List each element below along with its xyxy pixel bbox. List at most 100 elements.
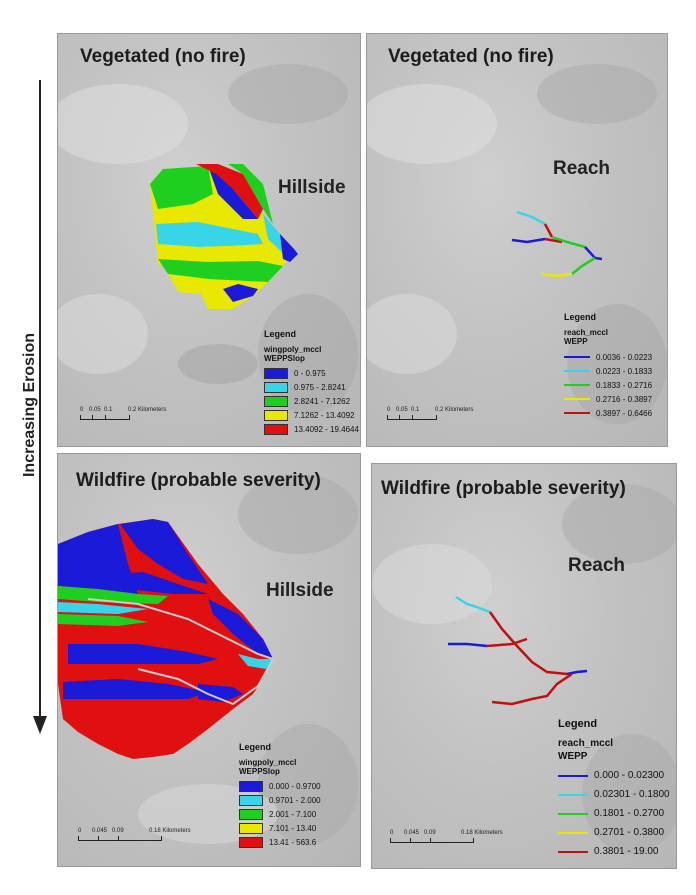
scale-tick-2: 0.1 [104, 407, 113, 413]
legend-item: 2.001 - 7.100 [239, 807, 321, 821]
legend-field: WEPPSlop [264, 354, 305, 363]
scale-bar: 0 0.045 0.09 0.18 Kilometers [390, 830, 503, 843]
legend-title: Legend [564, 312, 597, 322]
panel-title: Vegetated (no fire) [80, 46, 246, 67]
scale-tick-0: 0 [387, 407, 391, 413]
scale-tick-1: 0.05 [396, 407, 408, 413]
map-panel-wildfire-hillside: Wildfire (probable severity) Hillside Le… [57, 453, 361, 867]
map-panel-vegetated-reach: Vegetated (no fire) Reach Legend reach_m… [366, 33, 668, 447]
map-legend: Legend wingpoly_mccl WEPPSlop 0.000 - 0.… [239, 742, 321, 849]
scale-tick-1: 0.05 [89, 407, 101, 413]
panel-label: Reach [553, 158, 611, 179]
legend-item: 0.3801 - 19.00 [558, 842, 670, 861]
legend-line-swatch [558, 812, 588, 815]
panel-title: Wildfire (probable severity) [381, 478, 626, 499]
legend-item-label: 0.1833 - 0.2716 [596, 380, 653, 390]
hillshade-terrain [372, 484, 676, 854]
axis-label-wrapper: Increasing Erosion [4, 300, 56, 510]
legend-item: 0.3897 - 0.6466 [564, 406, 652, 420]
scale-tick-1: 0.045 [404, 830, 420, 836]
legend-item-label: 0.000 - 0.02300 [594, 770, 665, 781]
legend-title: Legend [558, 718, 598, 730]
scale-tick-0: 0 [80, 407, 84, 413]
panel-title: Vegetated (no fire) [388, 46, 554, 67]
legend-line-swatch [564, 412, 590, 414]
down-arrow-icon [33, 80, 47, 734]
hillside-polygons [58, 519, 274, 759]
legend-item: 0.000 - 0.9700 [239, 779, 321, 793]
legend-item-label: 7.1262 - 13.4092 [294, 410, 355, 420]
scale-tick-3: 0.18 Kilometers [149, 828, 191, 834]
legend-color-swatch [264, 395, 288, 407]
legend-item-label: 0.0036 - 0.0223 [596, 352, 653, 362]
legend-item-label: 0.2716 - 0.3897 [596, 394, 653, 404]
legend-line-swatch [564, 356, 590, 358]
scale-tick-2: 0.1 [411, 407, 420, 413]
legend-item: 7.1262 - 13.4092 [264, 408, 359, 422]
legend-color-swatch [239, 794, 263, 806]
legend-field: WEPPSlop [239, 767, 280, 776]
scale-tick-2: 0.09 [112, 828, 124, 834]
legend-item: 13.41 - 563.6 [239, 835, 321, 849]
legend-item-label: 0.9701 - 2.000 [269, 795, 321, 805]
legend-layer: wingpoly_mccl [239, 758, 297, 767]
legend-item-label: 7.101 - 13.40 [269, 823, 317, 833]
legend-title: Legend [239, 742, 272, 752]
hillshade-terrain [367, 64, 667, 424]
map-legend: Legend reach_mccl WEPP 0.0036 - 0.0223 0.… [564, 312, 652, 420]
legend-item: 0.000 - 0.02300 [558, 766, 670, 785]
hillside-polygons [150, 164, 298, 309]
legend-item-label: 0.000 - 0.9700 [269, 781, 321, 791]
legend-item: 13.4092 - 19.4644 [264, 422, 359, 436]
legend-color-swatch [239, 808, 263, 820]
legend-layer: wingpoly_mccl [264, 345, 322, 354]
legend-item-label: 0.975 - 2.8241 [294, 382, 346, 392]
legend-item: 0.1833 - 0.2716 [564, 378, 652, 392]
scale-tick-3: 0.2 Kilometers [128, 407, 167, 413]
legend-color-swatch [264, 423, 288, 435]
legend-item-label: 2.8241 - 7.1262 [294, 396, 351, 406]
legend-field: WEPP [564, 337, 588, 346]
legend-line-swatch [558, 831, 588, 834]
reach-network [511, 210, 603, 278]
legend-item: 0.975 - 2.8241 [264, 380, 359, 394]
panel-title: Wildfire (probable severity) [76, 470, 321, 491]
panel-label: Hillside [266, 580, 334, 601]
legend-item-label: 0.2701 - 0.3800 [594, 827, 665, 838]
scale-tick-0: 0 [78, 828, 82, 834]
legend-items: 0.000 - 0.9700 0.9701 - 2.000 2.001 - 7.10… [239, 779, 321, 849]
panel-label: Hillside [278, 177, 346, 198]
scale-tick-3: 0.2 Kilometers [435, 407, 474, 413]
legend-item-label: 2.001 - 7.100 [269, 809, 317, 819]
legend-line-swatch [558, 793, 588, 796]
reach-network [448, 595, 588, 706]
axis-label: Increasing Erosion [21, 332, 39, 478]
scale-tick-0: 0 [390, 830, 394, 836]
panel-label: Reach [568, 555, 626, 576]
scale-tick-3: 0.18 Kilometers [461, 830, 503, 836]
legend-item-label: 0 - 0.975 [294, 368, 326, 378]
legend-item: 0.1801 - 0.2700 [558, 804, 670, 823]
scale-bar: 0 0.05 0.1 0.2 Kilometers [387, 407, 487, 420]
legend-item: 0.02301 - 0.1800 [558, 785, 670, 804]
legend-color-swatch [239, 836, 263, 848]
legend-line-swatch [558, 850, 588, 853]
legend-color-swatch [264, 381, 288, 393]
legend-item-label: 0.0223 - 0.1833 [596, 366, 653, 376]
legend-item: 0 - 0.975 [264, 366, 359, 380]
legend-item: 0.9701 - 2.000 [239, 793, 321, 807]
map-legend: Legend wingpoly_mccl WEPPSlop 0 - 0.975 0… [264, 329, 359, 436]
legend-item: 0.2716 - 0.3897 [564, 392, 652, 406]
legend-item: 0.2701 - 0.3800 [558, 823, 670, 842]
legend-field: WEPP [558, 751, 588, 762]
map-panel-vegetated-hillside: Vegetated (no fire) Hillside Legend wing… [57, 33, 361, 447]
legend-color-swatch [239, 822, 263, 834]
scale-tick-2: 0.09 [424, 830, 436, 836]
legend-items: 0.000 - 0.02300 0.02301 - 0.1800 0.1801 - … [558, 766, 670, 861]
legend-layer: reach_mccl [558, 738, 614, 749]
legend-item: 0.0036 - 0.0223 [564, 350, 652, 364]
legend-item-label: 0.3801 - 19.00 [594, 846, 659, 857]
legend-color-swatch [239, 780, 263, 792]
legend-line-swatch [564, 370, 590, 372]
legend-item-label: 0.02301 - 0.1800 [594, 789, 670, 800]
